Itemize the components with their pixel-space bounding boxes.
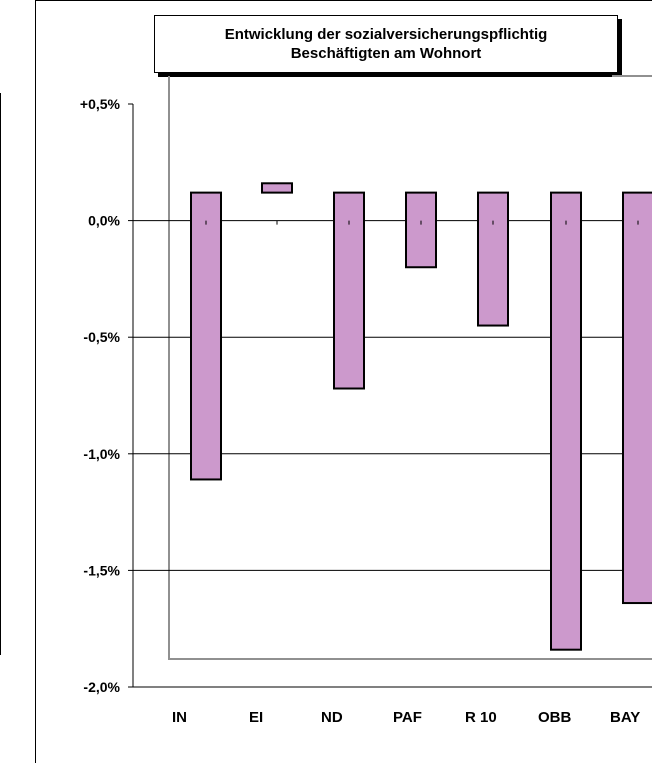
bar-3 bbox=[405, 191, 437, 269]
bar-0 bbox=[190, 191, 222, 481]
bar-2 bbox=[333, 191, 365, 390]
x-tick-label: BAY bbox=[610, 709, 640, 726]
y-tick-label: -2,0% bbox=[83, 679, 120, 695]
x-tick-label: IN bbox=[172, 709, 187, 726]
x-tick-label: ND bbox=[321, 709, 343, 726]
bar-4 bbox=[477, 191, 509, 327]
bar-5 bbox=[550, 191, 582, 651]
chart-title: Entwicklung der sozialversicherungspflic… bbox=[154, 15, 618, 73]
chart-subtitle: Beschäftigten am Wohnort bbox=[290, 45, 482, 62]
x-tick-label: PAF bbox=[393, 709, 422, 726]
y-tick-label: -1,5% bbox=[83, 562, 120, 578]
x-tick-label: OBB bbox=[538, 709, 572, 726]
x-tick-label: EI bbox=[249, 709, 263, 726]
y-tick-label: -1,0% bbox=[83, 446, 120, 462]
x-tick-label: R 10 bbox=[465, 709, 497, 726]
y-tick-label: -0,5% bbox=[83, 329, 120, 345]
y-tick-label: 0,0% bbox=[88, 213, 120, 229]
bar-6 bbox=[622, 191, 652, 605]
chart-title-line1: Entwicklung der sozialversicherungspflic… bbox=[224, 26, 548, 43]
bar-1 bbox=[261, 182, 293, 194]
y-tick-label: +0,5% bbox=[80, 96, 121, 112]
inner-frame bbox=[168, 76, 652, 660]
